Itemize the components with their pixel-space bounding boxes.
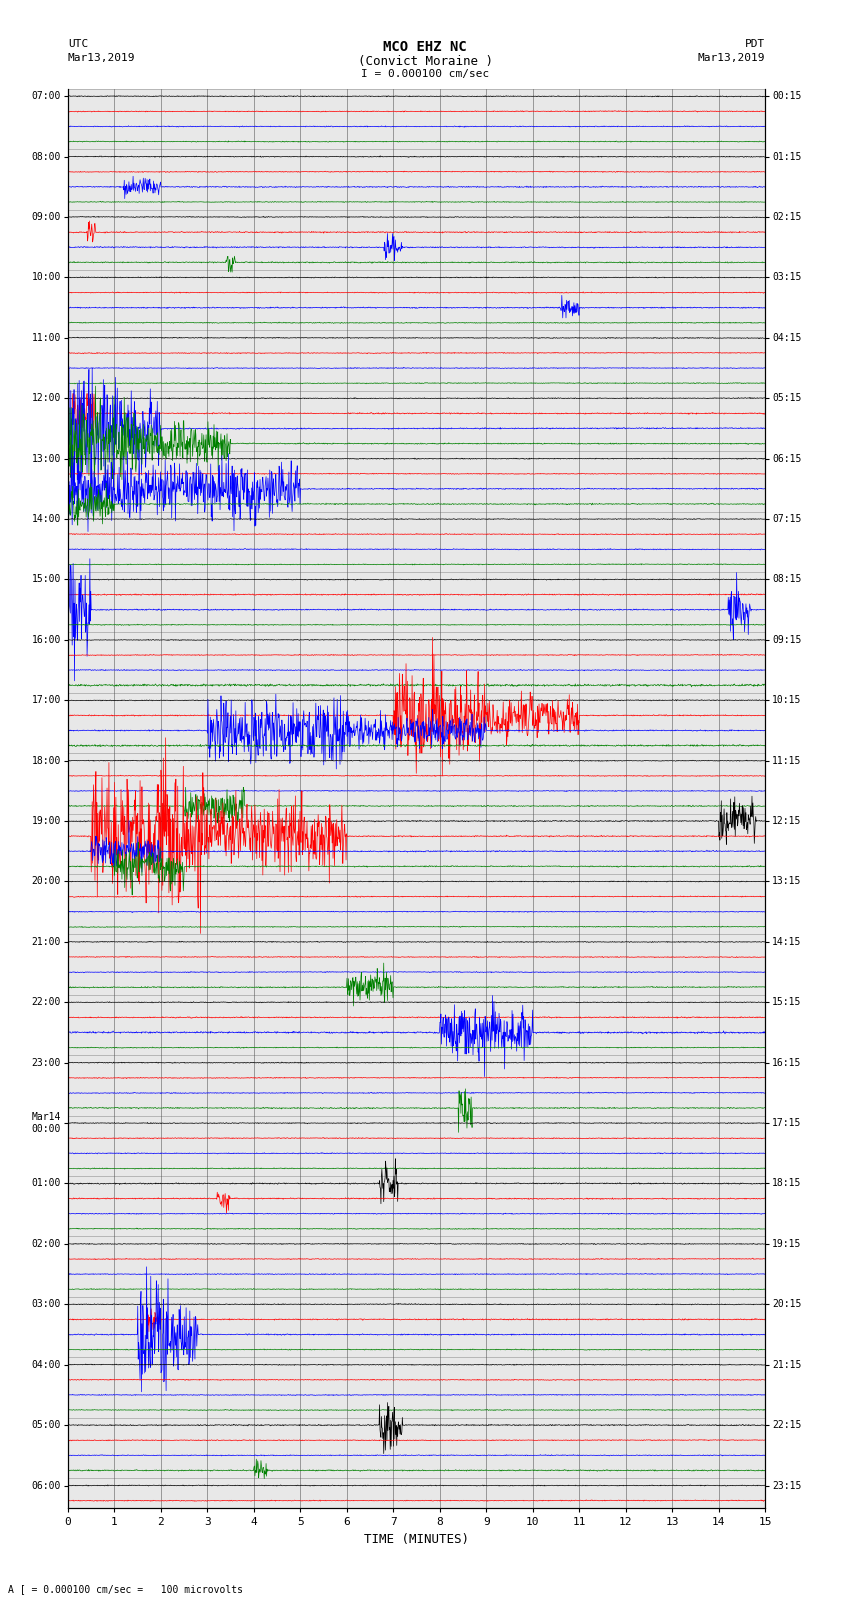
Text: I = 0.000100 cm/sec: I = 0.000100 cm/sec (361, 69, 489, 79)
Text: Mar13,2019: Mar13,2019 (68, 53, 135, 63)
Text: Mar13,2019: Mar13,2019 (698, 53, 765, 63)
Text: A [ = 0.000100 cm/sec =   100 microvolts: A [ = 0.000100 cm/sec = 100 microvolts (8, 1584, 243, 1594)
X-axis label: TIME (MINUTES): TIME (MINUTES) (364, 1532, 469, 1545)
Text: (Convict Moraine ): (Convict Moraine ) (358, 55, 492, 68)
Text: MCO EHZ NC: MCO EHZ NC (383, 40, 467, 55)
Text: UTC: UTC (68, 39, 88, 48)
Text: PDT: PDT (745, 39, 765, 48)
